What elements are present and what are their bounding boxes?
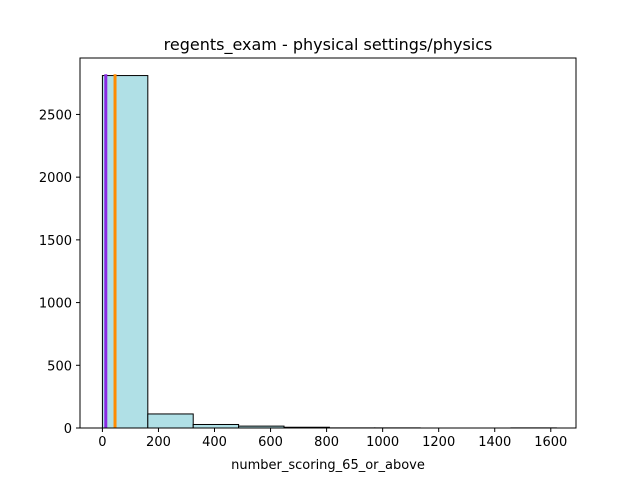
reference-lines bbox=[104, 74, 117, 428]
histogram-bar bbox=[147, 413, 194, 429]
y-tick-label: 1500 bbox=[39, 234, 72, 249]
y-tick-label: 2500 bbox=[39, 108, 72, 123]
histogram-bar bbox=[101, 75, 149, 429]
histogram-bars bbox=[101, 75, 557, 429]
chart-title: regents_exam - physical settings/physics bbox=[164, 35, 493, 55]
y-tick-label: 0 bbox=[64, 422, 72, 437]
histogram-bar bbox=[192, 423, 240, 429]
x-axis-ticks: 0 200 400 600 800 1000 1200 1400 1600 bbox=[98, 428, 567, 450]
x-tick-label: 1200 bbox=[422, 435, 455, 450]
x-tick-label: 400 bbox=[202, 435, 227, 450]
x-tick-label: 1400 bbox=[478, 435, 511, 450]
plot-frame bbox=[79, 57, 577, 429]
x-tick-label: 200 bbox=[146, 435, 171, 450]
x-tick-label: 1600 bbox=[534, 435, 567, 450]
x-tick-label: 600 bbox=[258, 435, 283, 450]
y-tick-label: 1000 bbox=[39, 297, 72, 312]
y-tick-label: 2000 bbox=[39, 171, 72, 186]
x-tick-label: 0 bbox=[98, 435, 106, 450]
y-axis-ticks: 0 500 1000 1500 2000 2500 bbox=[39, 108, 80, 437]
x-tick-label: 800 bbox=[314, 435, 339, 450]
x-tick-label: 1000 bbox=[366, 435, 399, 450]
x-axis-label: number_scoring_65_or_above bbox=[231, 458, 425, 473]
y-tick-label: 500 bbox=[47, 359, 72, 374]
